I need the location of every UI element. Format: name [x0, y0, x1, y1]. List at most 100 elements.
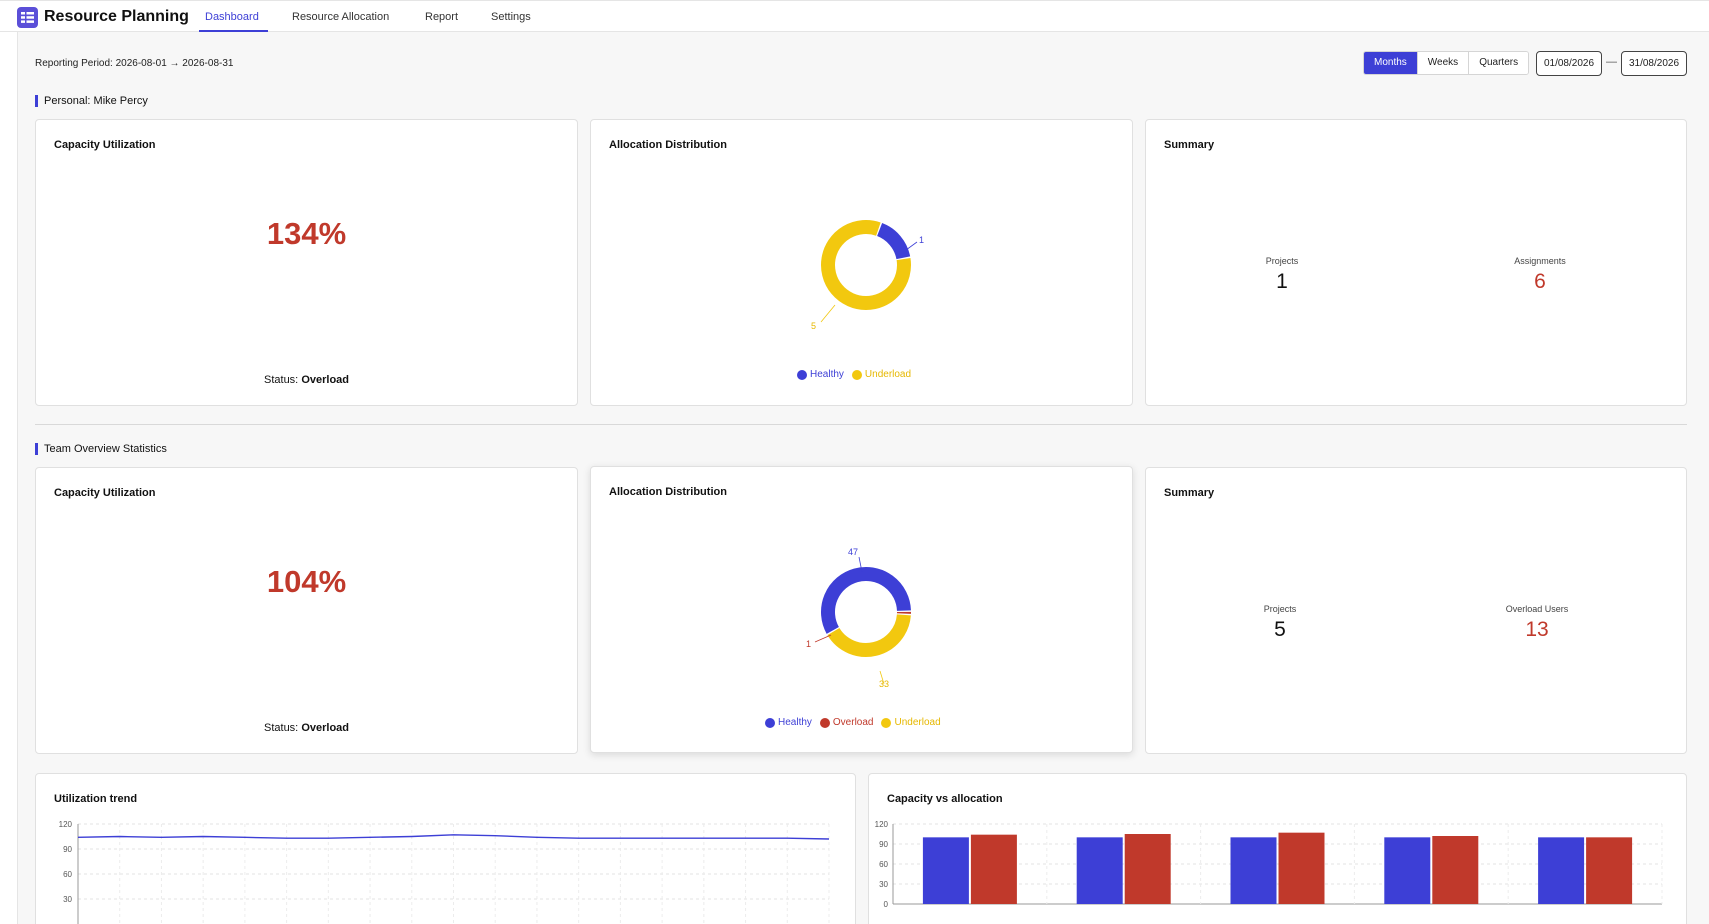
team-allocation-legend: Healthy Overload Underload	[765, 717, 949, 728]
team-allocation-card: Allocation Distribution 47 1 33 Healthy …	[590, 466, 1133, 753]
personal-capacity-card: Capacity Utilization 134% Status: Overlo…	[35, 119, 578, 406]
utilization-series-line	[77, 834, 830, 840]
legend-label-healthy: Healthy	[778, 717, 812, 728]
personal-allocation-donut: 1 5	[811, 220, 924, 331]
bar-series-0-item-2	[1230, 837, 1277, 904]
card-title: Capacity Utilization	[54, 487, 156, 499]
team-section-title: Team Overview Statistics	[35, 443, 167, 455]
assignments-label: Assignments	[1514, 256, 1566, 266]
bar-series-1-item-3	[1432, 836, 1479, 904]
range-selector: Months Weeks Quarters	[1363, 51, 1530, 75]
status-label: Status:	[264, 722, 299, 734]
card-title: Allocation Distribution	[609, 486, 727, 498]
leader-line-underload	[820, 304, 836, 323]
range-weeks-button[interactable]: Weeks	[1417, 52, 1470, 74]
legend-dot-healthy	[765, 717, 775, 728]
y-tick-label: 90	[879, 840, 888, 849]
y-tick-label: 90	[63, 845, 72, 854]
capacity-status: Status: Overload	[36, 722, 577, 734]
card-title: Capacity Utilization	[54, 139, 156, 151]
slice-label-underload: 5	[811, 321, 816, 331]
slice-label-healthy: 47	[848, 547, 858, 557]
section-divider	[35, 424, 1687, 425]
chart-title: Utilization trend	[54, 793, 138, 805]
status-label: Status:	[264, 374, 299, 386]
leader-line-underload	[879, 670, 885, 685]
legend-label-overload: Overload	[832, 717, 874, 728]
utilization-trend-card: Utilization trend 120 90 60 30	[35, 773, 856, 924]
y-tick-label: 60	[879, 860, 888, 869]
tab-resource-allocation[interactable]: Resource Allocation	[292, 11, 390, 23]
donut-slice-healthy	[821, 567, 911, 634]
legend-item-healthy[interactable]: Healthy	[797, 369, 844, 380]
personal-section-title: Personal: Mike Percy	[35, 95, 148, 107]
bar-series-0-item-1	[1076, 837, 1123, 904]
app-title: Resource Planning	[44, 8, 189, 25]
bar-series-1-item-2	[1278, 832, 1325, 904]
chart-title: Capacity vs allocation	[887, 793, 1003, 805]
top-navigation-bar: Resource Planning Dashboard Resource All…	[0, 0, 1709, 32]
slice-label-overload: 1	[806, 639, 811, 649]
legend-label-healthy: Healthy	[810, 369, 844, 380]
legend-item-overload[interactable]: Overload	[819, 717, 874, 728]
slice-label-healthy: 1	[919, 235, 924, 245]
capacity-status: Status: Overload	[36, 374, 577, 386]
range-months-button[interactable]: Months	[1364, 52, 1418, 74]
team-capacity-card: Capacity Utilization 104% Status: Overlo…	[35, 467, 578, 754]
legend-dot-underload	[881, 717, 892, 728]
projects-label: Projects	[1265, 256, 1299, 266]
tab-dashboard[interactable]: Dashboard	[205, 11, 259, 23]
legend-label-underload: Underload	[894, 717, 941, 728]
leader-line-healthy	[905, 241, 918, 251]
y-tick-label: 0	[884, 900, 889, 909]
legend-dot-healthy	[797, 369, 807, 380]
slice-label-underload: 33	[879, 679, 889, 687]
y-tick-label: 120	[875, 820, 889, 829]
legend-dot-overload	[819, 717, 830, 728]
bar-series-1-item-4	[1586, 837, 1633, 904]
range-quarters-button[interactable]: Quarters	[1469, 52, 1529, 74]
card-title: Allocation Distribution	[609, 139, 727, 151]
y-tick-label: 30	[879, 880, 888, 889]
bar-series-0-item-4	[1538, 837, 1585, 904]
capacity-vs-allocation-card: Capacity vs allocation 120 90 60 30 0	[868, 773, 1687, 924]
personal-allocation-card: Allocation Distribution 1 5 Healthy Unde…	[590, 119, 1133, 406]
projects-value: 5	[1274, 618, 1286, 641]
active-tab-indicator	[199, 30, 268, 32]
legend-label-underload: Underload	[864, 369, 912, 380]
date-from-input[interactable]: 01/08/2026	[1536, 51, 1602, 76]
utilization-trend-chart: 120 90 60 30	[59, 820, 830, 924]
personal-allocation-legend: Healthy Underload	[797, 369, 919, 380]
card-title: Summary	[1164, 487, 1215, 499]
bar-series-0-item-0	[922, 837, 969, 904]
bar-series-1-item-1	[1124, 834, 1171, 904]
leader-line-overload	[814, 634, 832, 643]
date-separator: —	[1606, 56, 1617, 68]
overload-users-value: 13	[1525, 618, 1549, 641]
legend-dot-underload	[851, 369, 862, 380]
overload-users-label: Overload Users	[1505, 604, 1569, 614]
status-value: Overload	[301, 722, 349, 734]
tab-report[interactable]: Report	[425, 11, 459, 23]
donut-slice-underload	[821, 220, 911, 310]
legend-item-healthy[interactable]: Healthy	[765, 717, 812, 728]
app-logo-icon	[17, 7, 38, 28]
donut-slice-underload	[827, 613, 911, 657]
capacity-vs-allocation-chart: 120 90 60 30 0	[875, 820, 1663, 909]
tab-settings[interactable]: Settings	[491, 11, 531, 23]
y-tick-label: 120	[59, 820, 73, 829]
y-tick-label: 60	[63, 870, 72, 879]
team-allocation-donut: 47 1 33	[806, 547, 911, 687]
status-value: Overload	[301, 374, 349, 386]
assignments-value: 6	[1534, 270, 1546, 293]
capacity-value: 104%	[266, 564, 347, 599]
legend-item-underload[interactable]: Underload	[881, 717, 941, 728]
legend-item-underload[interactable]: Underload	[851, 369, 912, 380]
projects-label: Projects	[1263, 604, 1297, 614]
reporting-period: Reporting Period: 2026-08-01 → 2026-08-3…	[35, 58, 234, 69]
date-to-input[interactable]: 31/08/2026	[1621, 51, 1687, 76]
capacity-value: 134%	[266, 216, 347, 251]
leader-line-healthy	[858, 556, 863, 573]
bar-series-0-item-3	[1384, 837, 1431, 904]
personal-summary-card: Summary Projects 1 Assignments 6	[1145, 119, 1687, 406]
